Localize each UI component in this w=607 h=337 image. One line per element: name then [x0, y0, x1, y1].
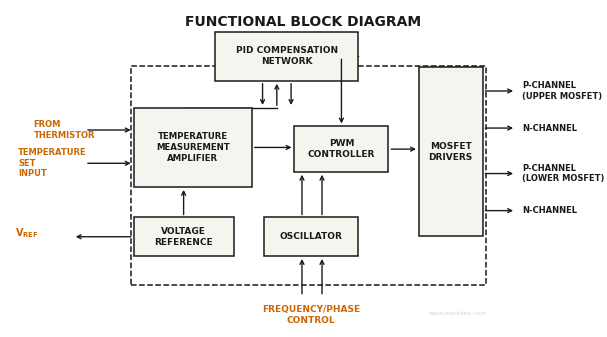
Bar	[264, 217, 358, 256]
Text: FROM
THERMISTOR: FROM THERMISTOR	[33, 120, 95, 140]
Text: FUNCTIONAL BLOCK DIAGRAM: FUNCTIONAL BLOCK DIAGRAM	[185, 15, 422, 29]
Text: P-CHANNEL
(UPPER MOSFET): P-CHANNEL (UPPER MOSFET)	[522, 81, 602, 101]
Bar	[215, 32, 358, 81]
Bar	[134, 108, 252, 187]
Text: N-CHANNEL: N-CHANNEL	[522, 124, 577, 132]
Text: VOLTAGE
REFERENCE: VOLTAGE REFERENCE	[154, 227, 213, 247]
Text: TEMPERATURE
SET
INPUT: TEMPERATURE SET INPUT	[18, 148, 87, 178]
Text: www.elecfans.com: www.elecfans.com	[429, 311, 487, 316]
Text: PWM
CONTROLLER: PWM CONTROLLER	[308, 139, 375, 159]
Text: P-CHANNEL
(LOWER MOSFET): P-CHANNEL (LOWER MOSFET)	[522, 164, 605, 183]
Text: OSCILLATOR: OSCILLATOR	[280, 232, 342, 241]
Text: TEMPERATURE
MEASUREMENT
AMPLIFIER: TEMPERATURE MEASUREMENT AMPLIFIER	[156, 132, 229, 163]
Bar	[134, 217, 234, 256]
Text: PID COMPENSATION
NETWORK: PID COMPENSATION NETWORK	[236, 47, 338, 66]
Text: MOSFET
DRIVERS: MOSFET DRIVERS	[429, 142, 473, 162]
Text: $\mathbf{V_{REF}}$: $\mathbf{V_{REF}}$	[15, 226, 39, 240]
Text: N-CHANNEL: N-CHANNEL	[522, 206, 577, 215]
Bar	[294, 126, 388, 172]
Text: FREQUENCY/PHASE
CONTROL: FREQUENCY/PHASE CONTROL	[262, 305, 360, 325]
Bar	[419, 67, 483, 236]
Bar	[131, 66, 486, 285]
